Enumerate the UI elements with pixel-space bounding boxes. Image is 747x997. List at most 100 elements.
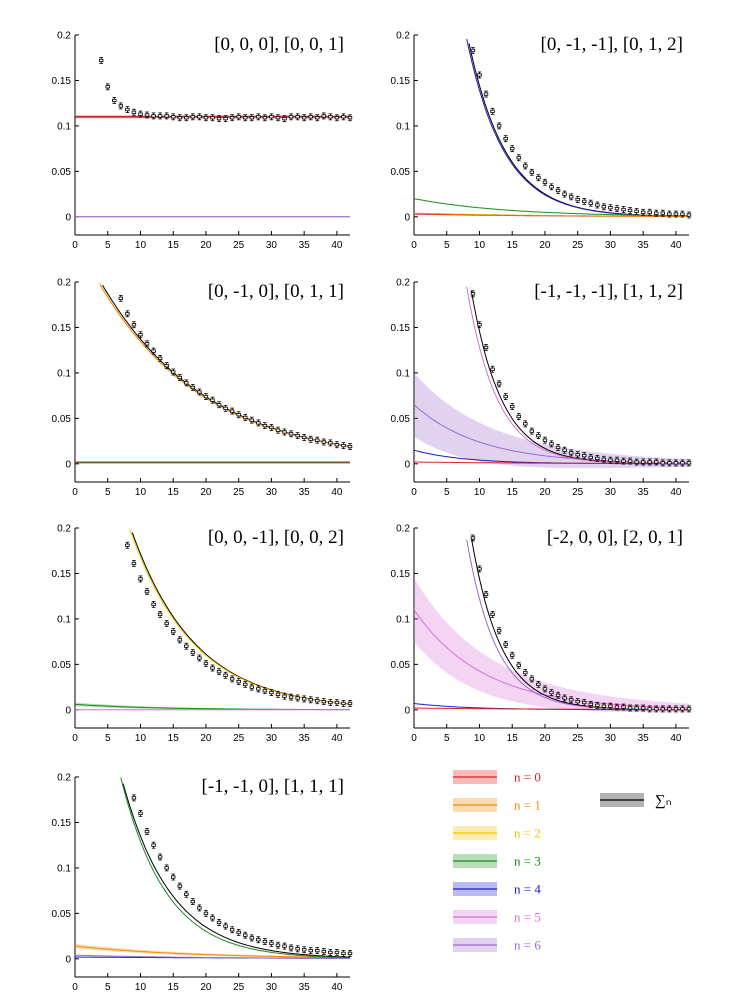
point-marker [131,323,137,327]
point-marker [334,116,340,120]
data-point [483,90,489,98]
data-point [470,47,476,54]
data-point [588,700,593,708]
point-marker [301,116,307,120]
x-tick-label: 30 [266,240,278,251]
y-tick-label: 0.05 [391,167,411,178]
data-point [582,197,587,205]
data-point [595,701,600,709]
data-point [190,384,196,391]
x-tick-label: 15 [507,487,519,498]
data-point [536,680,541,688]
point-marker [568,195,574,199]
data-point [243,114,248,122]
data-point [275,114,281,122]
data-point [157,610,163,618]
data-point [216,115,222,123]
x-tick-label: 0 [72,487,78,498]
data-point [341,442,346,450]
data-point [197,904,202,912]
point-marker [562,696,567,700]
point-marker [288,946,294,950]
point-marker [138,811,143,815]
point-marker [243,682,248,686]
data-point [510,403,515,410]
point-marker [223,406,228,410]
data-point [131,108,137,116]
data-point [549,183,554,191]
point-marker [627,706,633,710]
point-marker [249,685,254,689]
point-marker [275,692,281,696]
curve-n6 [75,954,350,959]
data-point [177,882,182,890]
data-point [529,675,535,683]
point-marker [131,796,137,800]
point-marker [496,382,502,386]
point-marker [575,197,580,202]
point-marker [210,398,215,402]
data-point [667,705,672,713]
point-marker [334,700,340,705]
point-marker [601,457,607,461]
panel-2: 0 0.05 0.1 0.15 0.2 0 5 10 15 20 25 30 35 40 [0, -1, -… [391,31,692,251]
point-marker [470,48,476,53]
curve-sum [102,284,351,448]
point-marker [575,453,580,457]
point-marker [496,124,502,128]
data-point [660,459,666,467]
data-point [568,193,574,201]
panel-1: 0 0.05 0.1 0.15 0.2 0 5 10 15 20 25 30 35 40 [0, 0, 0]… [52,31,353,251]
data-point [634,207,639,215]
point-marker [275,116,281,120]
data-point [523,162,528,170]
legend-label: ∑ₙ [655,793,672,809]
point-marker [236,413,241,417]
point-marker [634,209,639,213]
data-point [151,841,156,849]
data-point [269,939,274,947]
x-tick-label: 25 [233,487,245,498]
point-marker [328,115,333,119]
curve-n3 [120,777,351,959]
point-marker [256,687,261,691]
point-marker [229,409,235,413]
point-marker [301,697,307,701]
x-tick-label: 20 [200,240,212,251]
data-point [249,114,254,122]
data-point [667,210,672,218]
y-tick-label: 0.2 [57,278,71,289]
point-marker [321,114,327,118]
data-point [301,114,307,122]
point-marker [282,117,287,121]
legend-item-n3: n = 3 [453,854,541,869]
point-marker [177,375,182,380]
point-marker [256,115,261,119]
point-marker [157,356,163,360]
y-tick-label: 0.2 [57,31,71,42]
data-point [210,114,215,122]
data-point [555,187,561,194]
data-point [131,321,137,329]
data-point [686,705,692,713]
point-marker [308,437,313,441]
x-tick-label: 5 [105,982,111,993]
point-marker [216,920,222,925]
point-marker [138,333,143,337]
data-point [614,205,620,213]
point-marker [529,170,535,174]
data-point [614,703,620,711]
data-point [138,809,143,817]
data-point [282,428,287,436]
data-point [295,432,300,440]
data-point [203,660,209,667]
x-tick-label: 10 [135,733,147,744]
data-point [588,199,593,207]
point-marker [555,445,561,450]
data-point [275,941,281,949]
data-point [496,122,502,130]
point-marker [640,460,646,464]
point-marker [634,460,639,464]
point-marker [210,666,215,670]
point-marker [157,114,163,118]
